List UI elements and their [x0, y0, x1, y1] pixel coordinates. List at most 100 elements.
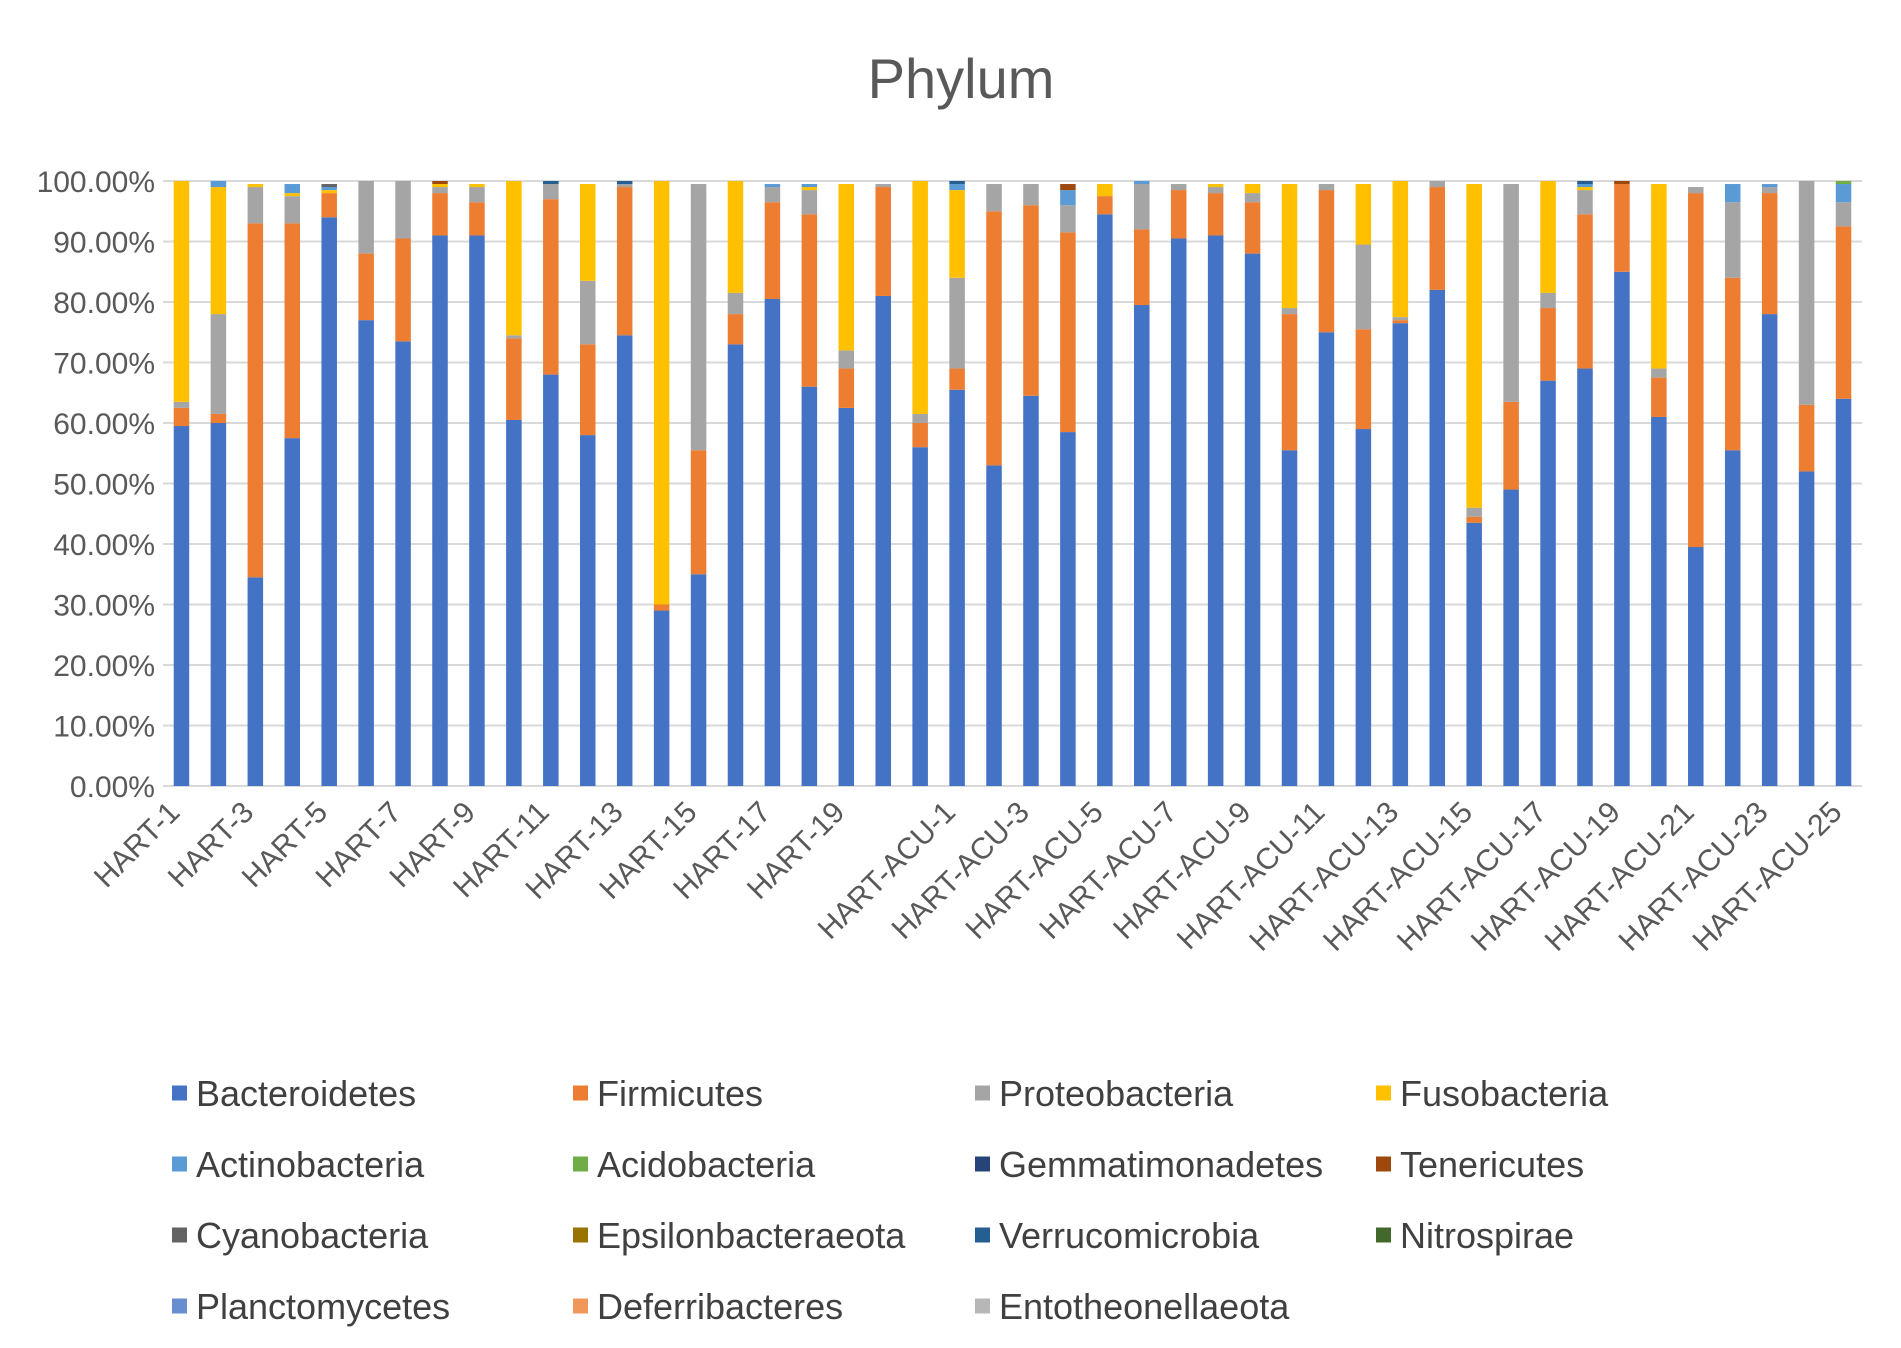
bar-segment-actinobacteria	[284, 184, 301, 194]
x-axis-tick-labels: HART-1HART-3HART-5HART-7HART-9HART-11HAR…	[88, 796, 1848, 958]
bar-stack-hart-6	[358, 181, 374, 786]
bar-segment-fusobacteria	[506, 181, 522, 336]
bar-segment-firmicutes	[1688, 193, 1704, 548]
bar-stack-hart-acu-5	[1097, 184, 1113, 786]
bar-segment-proteobacteria	[690, 184, 707, 451]
bar-segment-bacteroidetes	[321, 217, 337, 787]
bar-segment-firmicutes	[1466, 516, 1482, 523]
bar-segment-bacteroidetes	[1724, 450, 1741, 786]
bar-segment-tenericutes	[1614, 181, 1630, 185]
bar-segment-proteobacteria	[543, 184, 559, 200]
bar-segment-bacteroidetes	[1688, 547, 1704, 786]
bar-stack-hart-acu-19	[1614, 181, 1630, 786]
bar-segment-bacteroidetes	[653, 610, 670, 786]
legend-swatch	[1376, 1156, 1391, 1172]
bar-segment-bacteroidetes	[247, 577, 264, 786]
y-tick-label: 10.00%	[53, 711, 155, 744]
bar-segment-firmicutes	[838, 368, 855, 408]
bar-stack-hart-8	[432, 181, 448, 786]
y-axis-tick-labels: 0.00% 10.00% 20.00% 30.00% 40.00% 50.00% 60.00…	[37, 166, 155, 804]
bar-segment-fusobacteria	[173, 181, 190, 402]
bar-segment-firmicutes	[1503, 401, 1519, 490]
bar-stack-hart-acu-13	[1392, 181, 1409, 786]
bar-segment-bacteroidetes	[395, 341, 411, 786]
bar-stack-hart-1	[173, 181, 190, 786]
bar-segment-bacteroidetes	[1651, 416, 1667, 786]
bar-segment-actinobacteria	[1724, 184, 1741, 203]
bar-segment-proteobacteria	[1244, 193, 1261, 203]
bar-stack-hart-acu-3	[1023, 184, 1039, 786]
legend-item-deferribacteres: Deferribacteres	[573, 1286, 843, 1327]
bar-segment-fusobacteria	[1392, 181, 1409, 318]
bar-segment-proteobacteria	[801, 190, 818, 215]
bar-segment-proteobacteria	[432, 187, 448, 194]
bar-stack-hart-7	[395, 181, 411, 786]
bar-stack-hart-18	[801, 184, 818, 786]
bar-segment-bacteroidetes	[1134, 305, 1150, 786]
bar-stack-hart-19	[838, 184, 855, 786]
legend-item-gemmatimonadetes: Gemmatimonadetes	[975, 1144, 1323, 1185]
bar-stack-hart-acu-16	[1503, 184, 1519, 786]
bar-segment-proteobacteria	[949, 277, 965, 369]
bar-stack-hart-acu-14	[1429, 181, 1446, 786]
bar-stack-hart-acu-10	[1281, 184, 1298, 786]
bar-segment-fusobacteria	[1540, 181, 1556, 293]
bar-stack-hart-13	[616, 181, 633, 786]
bar-segment-proteobacteria	[1835, 202, 1852, 227]
bar-segment-proteobacteria	[579, 280, 596, 345]
bar-segment-firmicutes	[1392, 320, 1409, 324]
bar-segment-fusobacteria	[727, 181, 744, 293]
bar-segment-proteobacteria	[1466, 507, 1482, 517]
bar-segment-actinobacteria	[1761, 184, 1778, 188]
bar-segment-bacteroidetes	[1281, 450, 1298, 786]
bar-stack-hart-acu-24	[1798, 181, 1815, 786]
bar-segment-actinobacteria	[321, 187, 337, 191]
bar-segment-bacteroidetes	[1540, 380, 1556, 786]
bar-segment-cyanobacteria	[321, 184, 337, 188]
bar-segment-bacteroidetes	[727, 344, 744, 786]
bar-segment-proteobacteria	[1318, 184, 1335, 191]
bar-segment-firmicutes	[1060, 232, 1076, 433]
bar-segment-fusobacteria	[912, 181, 928, 414]
bar-segment-actinobacteria	[210, 181, 227, 188]
bar-segment-proteobacteria	[358, 181, 374, 254]
legend-label: Acidobacteria	[597, 1144, 816, 1185]
bar-segment-proteobacteria	[1281, 308, 1298, 315]
bar-segment-firmicutes	[1207, 193, 1224, 236]
bars	[173, 181, 1852, 787]
bar-segment-proteobacteria	[1540, 292, 1556, 309]
bar-stack-hart-21	[912, 181, 928, 786]
bar-segment-bacteroidetes	[1577, 368, 1593, 786]
bar-segment-firmicutes	[1540, 308, 1556, 381]
bar-segment-fusobacteria	[1651, 184, 1667, 369]
bar-segment-proteobacteria	[838, 350, 855, 369]
bar-segment-bacteroidetes	[432, 235, 448, 786]
bar-segment-fusobacteria	[1244, 184, 1261, 194]
bar-segment-firmicutes	[1023, 205, 1039, 396]
bar-segment-actinobacteria	[1060, 190, 1076, 206]
bar-segment-bacteroidetes	[1392, 323, 1409, 786]
bar-segment-firmicutes	[690, 450, 707, 575]
bar-segment-firmicutes	[1651, 377, 1667, 417]
bar-segment-firmicutes	[875, 187, 891, 296]
bar-stack-hart-acu-15	[1466, 184, 1482, 786]
bar-segment-firmicutes	[579, 344, 596, 436]
bar-segment-proteobacteria	[1023, 184, 1039, 206]
bar-segment-bacteroidetes	[912, 447, 928, 786]
bar-stack-hart-20	[875, 184, 891, 786]
bar-segment-bacteroidetes	[875, 295, 891, 786]
bar-segment-firmicutes	[764, 202, 781, 299]
bar-segment-bacteroidetes	[801, 386, 818, 786]
bar-segment-bacteroidetes	[579, 435, 596, 786]
bar-segment-actinobacteria	[764, 184, 781, 188]
bar-segment-bacteroidetes	[1097, 214, 1113, 786]
bar-stack-hart-acu-18	[1577, 181, 1593, 786]
legend-swatch	[172, 1227, 187, 1243]
legend-label: Gemmatimonadetes	[999, 1144, 1323, 1185]
bar-segment-bacteroidetes	[1466, 522, 1482, 786]
bar-segment-fusobacteria	[284, 193, 301, 197]
bar-segment-firmicutes	[1355, 329, 1372, 430]
y-tick-label: 40.00%	[53, 529, 155, 562]
bar-segment-fusobacteria	[838, 184, 855, 351]
